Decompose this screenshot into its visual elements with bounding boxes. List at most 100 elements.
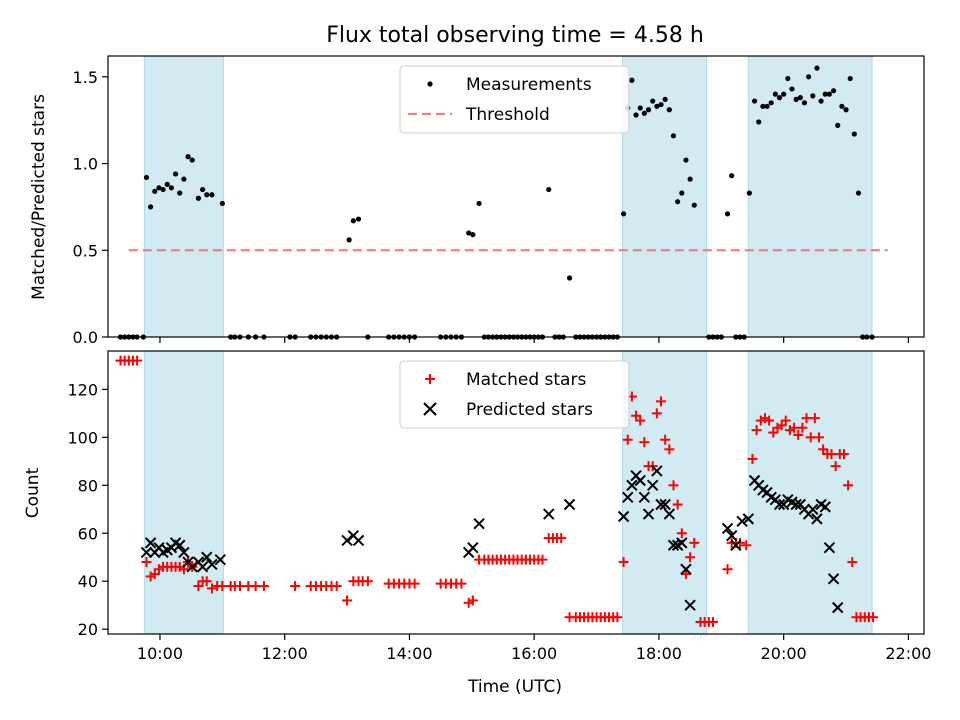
legend-label: Predicted stars [466, 400, 593, 420]
predicted-star-point [563, 498, 576, 511]
legend-box [399, 65, 630, 134]
plot-frame [107, 55, 925, 338]
matched-star-point [764, 415, 775, 426]
x-b [473, 517, 485, 530]
predicted-star-point [651, 465, 663, 477]
matched-star-point [618, 557, 629, 568]
predicted-star-point [341, 534, 353, 547]
x-b [667, 539, 680, 551]
x-b [786, 496, 798, 508]
plot-frame [107, 350, 925, 635]
matched-star-point [132, 355, 143, 366]
matched-star-point [342, 595, 353, 606]
predicted-star-point [663, 508, 676, 520]
x-b [742, 513, 755, 525]
matched-star-point [668, 480, 679, 491]
matched-star-point [847, 557, 858, 568]
matched-star-point [780, 415, 791, 426]
measurement-point [746, 190, 752, 196]
measurement-point [851, 131, 857, 137]
x-b [819, 501, 831, 513]
predicted-star-point [773, 498, 786, 511]
measurement-point [355, 216, 362, 222]
measurement-point [793, 96, 799, 102]
x-b [646, 479, 659, 492]
predicted-star-point [642, 508, 655, 520]
measurement-point [189, 157, 195, 163]
measurement-point [666, 107, 672, 113]
predicted-star-point [206, 558, 218, 571]
measurement-point [679, 190, 685, 196]
x-tick-label: 22:00 [885, 644, 931, 663]
x-b [827, 573, 840, 585]
measurement-point [691, 202, 697, 208]
bottom-panel: 20 40 60 80 100 120 10:00 12:00 14:00 16:00 18:00 2… [67, 350, 931, 663]
predicted-star-point [201, 551, 213, 563]
x-tick-label: 14:00 [386, 644, 432, 663]
x-b [563, 498, 576, 511]
matched-star-point [747, 453, 758, 464]
predicted-star-point [667, 539, 680, 551]
predicted-star-point [742, 513, 755, 525]
measurement-point [855, 190, 862, 196]
predicted-star-point [622, 491, 634, 504]
shaded-interval [144, 351, 224, 634]
matched-star-point [622, 434, 633, 445]
matched-star-point [741, 540, 752, 551]
measurement-point [756, 119, 762, 125]
matched-star-point [685, 552, 696, 563]
measurement-point [209, 192, 215, 198]
x-b [730, 539, 742, 551]
measurement-point [772, 91, 778, 97]
measurement-point [164, 181, 170, 187]
measurement-point [152, 188, 158, 194]
measurement-point [219, 200, 225, 207]
y-tick-label: 80 [78, 476, 98, 495]
matched-star-point [838, 449, 849, 460]
predicted-star-point [819, 501, 831, 513]
matched-star-point [680, 569, 691, 580]
measurement-point [620, 211, 627, 217]
measurement-point [830, 88, 837, 94]
measurement-point [814, 65, 820, 71]
matched-star-point [664, 444, 675, 455]
measurement-point [346, 237, 352, 243]
predicted-star-point [832, 601, 844, 614]
measurement-point [781, 91, 787, 97]
measurement-point [156, 185, 162, 191]
matched-star-point [206, 583, 217, 594]
legend-label: Threshold [465, 105, 550, 125]
measurement-point [199, 186, 206, 193]
measurement-point [687, 176, 693, 182]
measurement-point [177, 190, 183, 196]
x-b [186, 561, 198, 573]
x-b [765, 491, 777, 504]
measurement-point [566, 275, 573, 281]
matched-star-point [809, 413, 820, 424]
predicted-star-point [827, 573, 840, 585]
x-b [684, 599, 696, 611]
y-tick-label: 1.5 [73, 68, 98, 87]
matched-star-point [456, 578, 467, 589]
predicted-star-point [144, 537, 157, 549]
x-tick-label: 12:00 [262, 644, 308, 663]
matched-star-point [409, 578, 420, 589]
predicted-star-point [725, 529, 738, 542]
legend: Measurements Threshold [399, 65, 630, 134]
measurement-point [818, 98, 824, 104]
x-tick-label: 18:00 [636, 644, 682, 663]
y-tick-label: 20 [78, 620, 98, 639]
measurement-point [172, 171, 179, 177]
measurement-point [641, 110, 647, 116]
matched-star-point [537, 554, 548, 565]
matched-star-point [467, 595, 478, 606]
x-b [680, 563, 692, 575]
legend-marker-dot [427, 81, 433, 87]
predicted-star-point [617, 510, 630, 523]
predicted-star-point [790, 498, 802, 511]
measurement-point [662, 96, 668, 102]
y-tick-label: 120 [67, 380, 98, 399]
measurement-point [843, 107, 849, 113]
x-b [543, 508, 555, 520]
